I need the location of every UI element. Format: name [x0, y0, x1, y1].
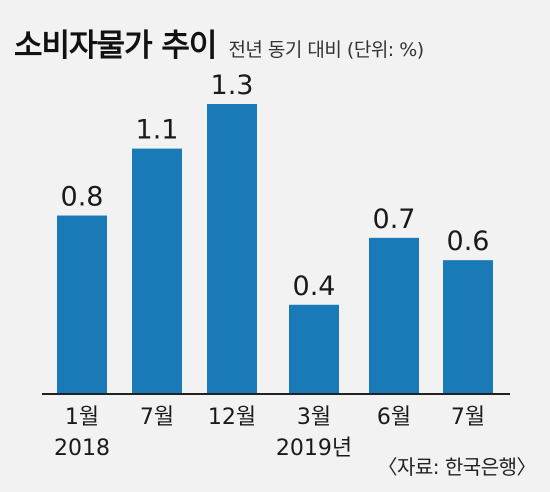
bar-4 [289, 304, 339, 394]
category-label-4: 3월 [297, 405, 331, 430]
category-label-3: 12월 [208, 405, 256, 430]
year-label-1: 2018 [54, 436, 110, 461]
chart-title: 소비자물가 추이 [14, 28, 217, 64]
bar-3 [207, 104, 257, 394]
bar-6 [443, 260, 493, 394]
chart-subtitle: 전년 동기 대비 (단위: %) [228, 39, 424, 61]
bar-5 [369, 237, 419, 394]
value-label-4: 0.4 [293, 271, 336, 302]
value-label-3: 1.3 [211, 70, 254, 101]
value-label-5: 0.7 [373, 204, 416, 235]
bar-1 [57, 215, 107, 394]
bar-2 [132, 148, 182, 394]
value-label-1: 0.8 [61, 182, 104, 213]
category-label-1: 1월 [65, 405, 99, 430]
category-label-2: 7월 [140, 405, 174, 430]
value-label-6: 0.6 [447, 226, 490, 257]
category-label-6: 7월 [451, 405, 485, 430]
source-note: 〈자료: 한국은행〉 [377, 455, 537, 479]
category-label-5: 6월 [377, 405, 411, 430]
year-label-4: 2019년 [276, 436, 352, 461]
value-label-2: 1.1 [136, 115, 179, 146]
chart-header: 소비자물가 추이 전년 동기 대비 (단위: %) [14, 20, 424, 65]
